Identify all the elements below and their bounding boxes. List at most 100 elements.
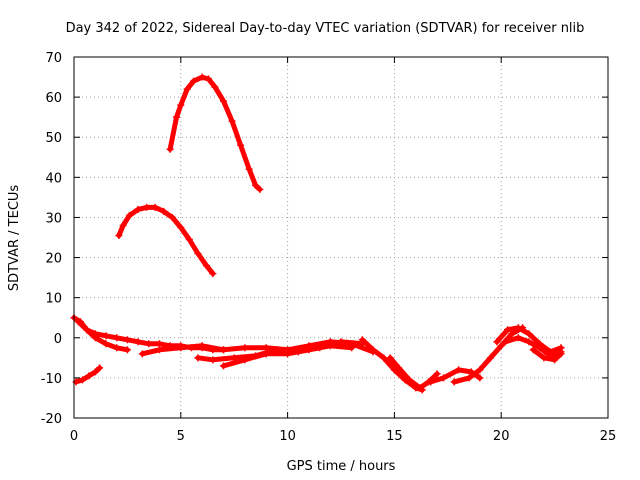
y-tick-label: -20 (41, 412, 62, 427)
data-point (177, 101, 185, 109)
axis-ticks (73, 56, 609, 419)
data-point (476, 366, 484, 374)
data-point (529, 346, 537, 354)
data-point (540, 354, 548, 362)
data-point (91, 368, 99, 376)
data-point (138, 350, 146, 358)
y-tick-label: -10 (41, 372, 62, 387)
data-point (102, 340, 110, 348)
data-point (497, 342, 505, 350)
data-point (487, 354, 495, 362)
data-point (91, 334, 99, 342)
data-point (305, 346, 313, 354)
series-arc-high (167, 74, 263, 192)
data-point (190, 77, 198, 85)
data-point (220, 346, 228, 354)
x-axis-label: GPS time / hours (287, 459, 396, 474)
data-point (198, 342, 206, 350)
data-point (395, 364, 403, 372)
data-point (237, 141, 245, 149)
series-tail-end (530, 347, 564, 363)
data-point (168, 213, 176, 221)
data-point (501, 338, 509, 346)
data-point (326, 342, 334, 350)
data-point (252, 181, 260, 189)
y-tick-label: 40 (45, 171, 62, 186)
grid-lines (74, 57, 608, 418)
data-point (145, 340, 153, 348)
data-point (416, 384, 424, 392)
data-point (211, 83, 219, 91)
data-point (504, 326, 512, 334)
data-point (380, 354, 388, 362)
data-point (433, 370, 441, 378)
data-point (262, 350, 270, 358)
data-point (230, 354, 238, 362)
data-point (183, 85, 191, 93)
y-axis-label: SDTVAR / TECUs (7, 185, 22, 292)
data-point (123, 346, 131, 354)
data-point (143, 203, 151, 211)
x-tick-label: 20 (493, 429, 510, 444)
data-point (450, 378, 458, 386)
data-point (241, 344, 249, 352)
data-point (205, 75, 213, 83)
data-point (228, 117, 236, 125)
x-tick-label: 5 (177, 429, 185, 444)
data-point (525, 338, 533, 346)
y-tick-labels: -20 -10 0 10 20 30 40 50 60 70 (41, 51, 62, 427)
data-point (493, 338, 501, 346)
data-point (209, 270, 217, 278)
y-tick-label: 70 (45, 51, 62, 66)
data-point (256, 185, 264, 193)
y-tick-label: 10 (45, 292, 62, 307)
x-tick-label: 15 (386, 429, 403, 444)
data-point (358, 336, 366, 344)
data-point (74, 318, 82, 326)
data-point (102, 332, 110, 340)
data-point (83, 326, 91, 334)
data-point (177, 223, 185, 231)
data-point (465, 374, 473, 382)
data-point (557, 350, 565, 358)
x-tick-label: 0 (70, 429, 78, 444)
data-point (536, 344, 544, 352)
y-tick-label: 30 (45, 211, 62, 226)
data-point (427, 378, 435, 386)
data-point (262, 344, 270, 352)
data-point (198, 73, 206, 81)
data-point (514, 334, 522, 342)
data-point (155, 346, 163, 354)
data-point (85, 372, 93, 380)
data-point (113, 344, 121, 352)
data-point (241, 356, 249, 364)
y-tick-label: 0 (54, 332, 62, 347)
data-point (440, 374, 448, 382)
data-point (134, 338, 142, 346)
data-point (386, 354, 394, 362)
data-point (155, 340, 163, 348)
y-tick-label: 60 (45, 91, 62, 106)
data-point (119, 221, 127, 229)
data-point (194, 250, 202, 258)
x-tick-label: 25 (600, 429, 617, 444)
data-point (369, 346, 377, 354)
x-tick-label: 10 (279, 429, 296, 444)
plot-frame (73, 56, 609, 419)
y-tick-label: 20 (45, 252, 62, 267)
data-point (126, 211, 134, 219)
data-point (173, 113, 181, 121)
data-point (337, 338, 345, 346)
x-tick-labels: 0 5 10 15 20 25 (70, 429, 616, 444)
data-point (185, 236, 193, 244)
data-point (113, 334, 121, 342)
data-point (202, 262, 210, 270)
data-point (514, 324, 522, 332)
data-point (220, 362, 228, 370)
y-tick-label: 50 (45, 131, 62, 146)
data-point (220, 97, 228, 105)
data-point (476, 374, 484, 382)
data-point (390, 366, 398, 374)
data-point (284, 350, 292, 358)
data-point (551, 356, 559, 364)
